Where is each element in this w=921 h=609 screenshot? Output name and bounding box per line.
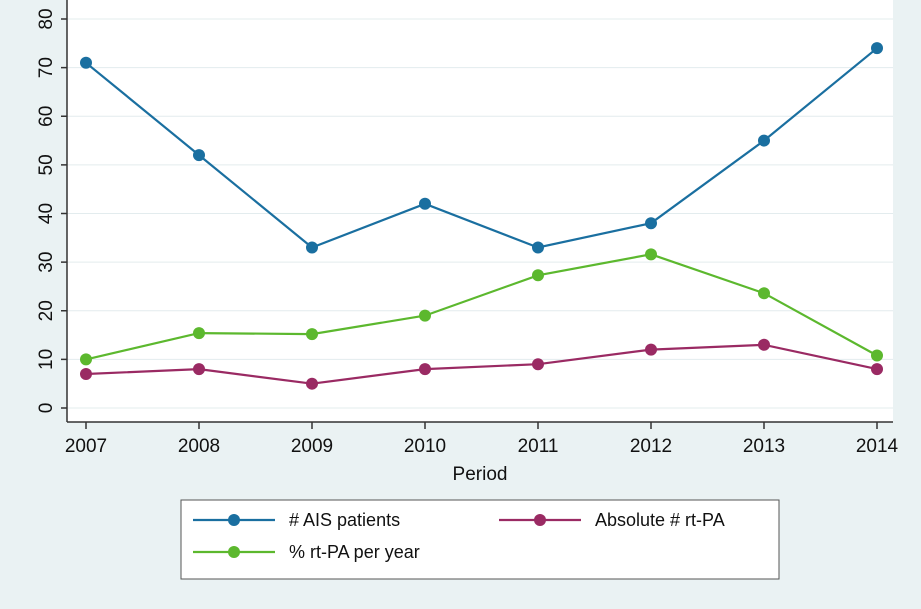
x-tick-label: 2014 (856, 436, 899, 457)
y-tick-label: 80 (36, 8, 57, 29)
data-point (193, 327, 205, 340)
data-point (80, 367, 92, 380)
legend-marker (534, 514, 546, 526)
data-point (306, 328, 318, 341)
data-point (871, 42, 883, 55)
y-tick-label: 10 (36, 349, 57, 370)
y-tick-label: 20 (36, 300, 57, 321)
x-tick-label: 2009 (291, 436, 333, 457)
legend-item-3: % rt-PA per year (193, 542, 420, 562)
gridlines (67, 18, 893, 409)
legend-marker (228, 514, 240, 526)
x-axis-ticks: 2007 2008 2009 2010 2011 2012 2013 2014 (65, 422, 899, 457)
x-tick-label: 2007 (65, 436, 107, 457)
data-point (306, 241, 318, 254)
data-point (758, 134, 770, 147)
legend-label: Absolute # rt-PA (595, 510, 725, 530)
data-point (193, 149, 205, 162)
y-tick-label: 50 (36, 154, 57, 175)
legend-box (180, 499, 780, 580)
series-3 (80, 248, 883, 366)
series-line (85, 253, 878, 361)
legend-item-1: # AIS patients (193, 510, 400, 530)
x-tick-label: 2013 (743, 436, 785, 457)
data-point (871, 363, 883, 376)
series-line (85, 47, 878, 249)
x-tick-label: 2012 (630, 436, 672, 457)
y-tick-label: 0 (36, 403, 57, 414)
data-point (645, 217, 657, 230)
series-2 (80, 338, 883, 390)
x-tick-label: 2011 (518, 436, 559, 457)
data-point (419, 363, 431, 376)
legend-item-2: Absolute # rt-PA (499, 510, 725, 530)
legend: # AIS patients Absolute # rt-PA % rt-PA pe… (180, 499, 780, 580)
y-axis-ticks: 0 10 20 30 40 50 60 70 80 (36, 8, 67, 413)
x-tick-label: 2010 (404, 436, 446, 457)
y-tick-label: 40 (36, 203, 57, 224)
series-1 (80, 42, 883, 254)
data-point (645, 343, 657, 356)
data-point (419, 197, 431, 210)
data-point (758, 287, 770, 300)
data-point (80, 56, 92, 69)
data-point (758, 338, 770, 351)
legend-marker (228, 546, 240, 558)
legend-items: # AIS patients Absolute # rt-PA % rt-PA pe… (193, 510, 725, 562)
data-point (306, 377, 318, 390)
x-axis-title: Period (453, 464, 508, 485)
axes (66, 0, 893, 423)
data-point (193, 363, 205, 376)
data-point (871, 349, 883, 362)
y-tick-label: 70 (36, 57, 57, 78)
data-point (532, 358, 544, 371)
legend-label: % rt-PA per year (289, 542, 420, 562)
data-point (532, 241, 544, 254)
series-line (85, 343, 878, 385)
data-point (80, 353, 92, 366)
data-point (645, 248, 657, 261)
y-tick-label: 30 (36, 252, 57, 273)
y-tick-label: 60 (36, 106, 57, 127)
series-group (80, 42, 883, 390)
data-point (532, 269, 544, 282)
x-tick-label: 2008 (178, 436, 220, 457)
plot-area (67, 0, 893, 422)
data-point (419, 309, 431, 322)
legend-label: # AIS patients (289, 510, 400, 530)
